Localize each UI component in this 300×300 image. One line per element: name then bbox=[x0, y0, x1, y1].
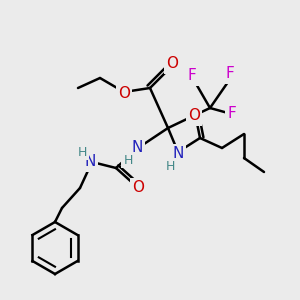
Text: H: H bbox=[123, 154, 133, 166]
Text: N: N bbox=[84, 154, 96, 169]
Text: O: O bbox=[188, 109, 200, 124]
Text: F: F bbox=[188, 68, 196, 83]
Text: O: O bbox=[118, 85, 130, 100]
Text: O: O bbox=[166, 56, 178, 71]
Text: N: N bbox=[172, 146, 184, 161]
Text: H: H bbox=[77, 146, 87, 158]
Text: O: O bbox=[132, 181, 144, 196]
Text: N: N bbox=[131, 140, 143, 155]
Text: F: F bbox=[226, 67, 234, 82]
Text: H: H bbox=[165, 160, 175, 172]
Text: F: F bbox=[228, 106, 236, 122]
